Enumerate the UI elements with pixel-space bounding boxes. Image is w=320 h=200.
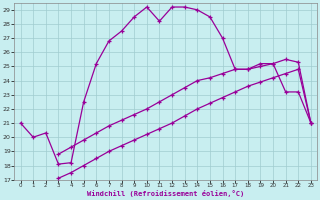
X-axis label: Windchill (Refroidissement éolien,°C): Windchill (Refroidissement éolien,°C)	[87, 190, 244, 197]
